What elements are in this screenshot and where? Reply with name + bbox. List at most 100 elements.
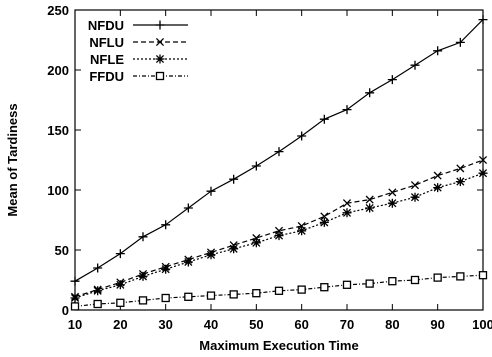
y-tick-label: 100	[47, 183, 69, 198]
data-point-nfle	[274, 231, 284, 241]
data-point-nfdu	[365, 88, 375, 98]
data-point-nfdu	[319, 114, 329, 124]
legend-item-ffdu: FFDU	[89, 69, 188, 84]
legend-item-nflu: NFLU	[89, 35, 188, 50]
data-point-nfle	[387, 198, 397, 208]
x-tick-label: 80	[385, 317, 399, 332]
series-ffdu	[70, 271, 488, 311]
data-point-ffdu	[320, 283, 329, 292]
data-point-nfle	[410, 192, 420, 202]
data-point-nfdu	[206, 186, 216, 196]
data-point-nflu	[388, 188, 397, 197]
data-point-ffdu	[456, 272, 465, 281]
data-point-ffdu	[229, 290, 238, 299]
y-tick-label: 200	[47, 63, 69, 78]
data-point-nfle	[161, 264, 171, 274]
data-point-ffdu	[297, 285, 306, 294]
data-point-ffdu	[161, 293, 170, 303]
series-nflu	[70, 155, 488, 301]
y-axis-title: Mean of Tardiness	[5, 103, 20, 216]
data-point-ffdu	[93, 299, 102, 309]
data-point-ffdu	[274, 286, 284, 295]
legend-marker-nfle	[155, 54, 165, 64]
data-point-ffdu	[410, 275, 420, 285]
data-point-nfdu	[70, 276, 80, 286]
data-point-ffdu	[342, 280, 352, 289]
x-tick-label: 50	[249, 317, 263, 332]
x-axis-title: Maximum Execution Time	[199, 338, 358, 353]
data-point-ffdu	[206, 291, 216, 300]
data-point-nfle	[229, 244, 239, 254]
data-point-nfle	[433, 183, 443, 193]
data-point-nflu	[365, 195, 374, 204]
data-point-nfle	[70, 293, 80, 303]
data-point-ffdu	[433, 273, 442, 282]
data-point-nfdu	[138, 232, 148, 242]
legend-label: FFDU	[89, 69, 124, 84]
plot-frame	[74, 9, 484, 311]
x-tick-label: 100	[472, 317, 492, 332]
data-point-nfle	[319, 217, 329, 227]
y-axis-ticks: 0 50 100 150 200 250	[47, 3, 483, 318]
legend-label: NFLE	[90, 52, 124, 67]
y-tick-label: 250	[47, 3, 69, 18]
legend-label: NFDU	[88, 18, 124, 33]
legend: NFDU NFLU NFLE FFDU	[88, 18, 188, 84]
data-point-ffdu	[116, 298, 125, 307]
data-point-nfle	[297, 226, 307, 236]
x-axis-ticks: 10 20 30 40 50 60 70 80 90 100	[68, 10, 492, 332]
data-point-ffdu	[138, 296, 148, 305]
plot-border	[74, 9, 484, 311]
data-point-nfle	[365, 203, 375, 213]
data-point-nfdu	[342, 105, 352, 115]
data-point-nfle	[206, 250, 216, 260]
legend-item-nfle: NFLE	[90, 52, 188, 67]
data-point-nfdu	[455, 37, 465, 47]
x-tick-label: 20	[113, 317, 127, 332]
data-point-nfdu	[410, 60, 420, 70]
data-point-ffdu	[70, 302, 80, 311]
series-nfle	[70, 168, 488, 303]
legend-marker-ffdu	[155, 71, 165, 81]
x-tick-label: 70	[340, 317, 354, 332]
data-point-ffdu	[365, 279, 374, 288]
data-point-nfle	[342, 208, 352, 218]
data-point-nfle	[115, 280, 125, 290]
y-tick-label: 150	[47, 123, 69, 138]
data-point-nfdu	[161, 220, 171, 230]
x-tick-label: 90	[430, 317, 444, 332]
data-point-nfdu	[93, 263, 103, 273]
data-point-nflu	[456, 164, 465, 173]
series-nfdu	[70, 15, 488, 286]
data-point-ffdu	[388, 277, 397, 286]
legend-item-nfdu: NFDU	[88, 18, 188, 33]
x-tick-label: 60	[294, 317, 308, 332]
data-point-nfle	[183, 257, 193, 267]
data-point-nflu	[433, 171, 442, 180]
legend-label: NFLU	[89, 35, 124, 50]
data-point-nfdu	[387, 75, 397, 85]
data-point-ffdu	[478, 271, 488, 280]
data-point-nfdu	[297, 131, 307, 141]
data-point-nfdu	[229, 174, 239, 184]
data-point-nflu	[320, 212, 329, 221]
data-point-nfle	[455, 177, 465, 187]
y-tick-label: 0	[62, 303, 69, 318]
x-tick-label: 10	[68, 317, 82, 332]
data-point-nfdu	[183, 203, 193, 213]
data-point-nflu	[410, 181, 420, 190]
data-point-nfle	[251, 238, 261, 248]
data-point-nfdu	[274, 147, 284, 157]
legend-marker-nfdu	[155, 20, 165, 30]
data-point-nfdu	[478, 15, 488, 25]
data-point-nfle	[478, 168, 488, 178]
x-tick-label: 30	[158, 317, 172, 332]
series-layer	[70, 15, 488, 311]
data-point-ffdu	[184, 292, 193, 301]
data-point-nfdu	[115, 249, 125, 259]
legend-marker-nflu	[155, 37, 165, 47]
data-point-nfle	[138, 271, 148, 281]
data-point-ffdu	[252, 289, 261, 298]
y-tick-label: 50	[55, 243, 69, 258]
